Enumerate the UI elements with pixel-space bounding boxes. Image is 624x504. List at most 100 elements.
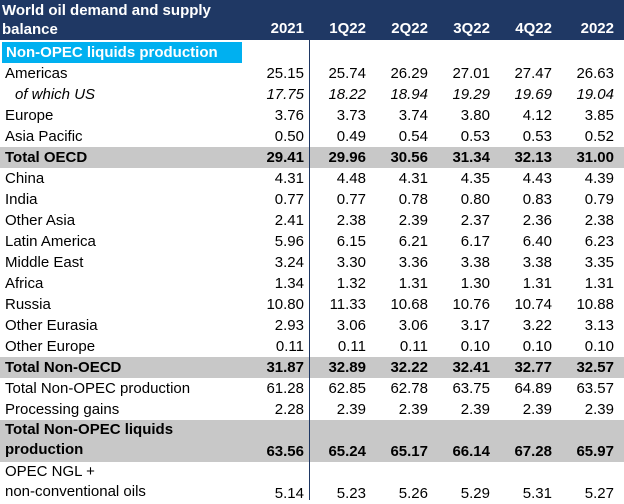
table-cell: 2.36 — [522, 212, 552, 229]
table-cell: 3.36 — [398, 254, 428, 271]
table-cell: 1.30 — [460, 275, 490, 292]
column-header: 2Q22 — [391, 20, 428, 37]
table-cell: 27.47 — [514, 65, 552, 82]
table-cell: 4.48 — [336, 170, 366, 187]
table-cell: 5.14 — [274, 485, 304, 502]
table-cell: 1.31 — [584, 275, 614, 292]
table-cell: 2.41 — [274, 212, 304, 229]
table-cell: 63.57 — [576, 380, 614, 397]
table-cell: 3.35 — [584, 254, 614, 271]
column-header: 2022 — [580, 20, 614, 37]
table-cell: 3.30 — [336, 254, 366, 271]
table-cell: 6.21 — [398, 233, 428, 250]
table-cell: 19.04 — [576, 86, 614, 103]
table-cell: 0.52 — [584, 128, 614, 145]
table-cell: 4.35 — [460, 170, 490, 187]
row-label: Russia — [5, 296, 51, 313]
row-label-line: Total Non-OPEC liquids — [5, 421, 174, 438]
table-cell: 3.38 — [522, 254, 552, 271]
table-cell: 4.12 — [522, 107, 552, 124]
table-cell: 2.39 — [522, 401, 552, 418]
column-header: 3Q22 — [453, 20, 490, 37]
table-cell: 6.40 — [522, 233, 552, 250]
table-cell: 3.38 — [460, 254, 490, 271]
row-label-line: OPEC NGL + — [5, 463, 95, 480]
table-cell: 5.29 — [460, 485, 490, 502]
table-cell: 0.11 — [275, 338, 304, 355]
table-cell: 0.10 — [522, 338, 552, 355]
table-cell: 30.56 — [390, 149, 428, 166]
table-cell: 4.31 — [274, 170, 304, 187]
table-cell: 32.22 — [390, 359, 428, 376]
table-cell: 2.38 — [584, 212, 614, 229]
table-cell: 3.80 — [460, 107, 490, 124]
section-title: Non-OPEC liquids production — [2, 42, 242, 63]
table-cell: 0.53 — [522, 128, 552, 145]
table-cell: 2.38 — [336, 212, 366, 229]
table-cell: 6.17 — [460, 233, 490, 250]
table-row: of which US 17.75 18.22 18.94 19.29 19.69 19.0… — [0, 84, 624, 105]
table-row: Total OECD 29.41 29.96 30.56 31.34 32.13 31.00 — [0, 147, 624, 168]
table-cell: 25.74 — [328, 65, 366, 82]
table-cell: 18.94 — [390, 86, 428, 103]
section-header: Non-OPEC liquids production — [0, 40, 624, 63]
table-cell: 3.22 — [522, 317, 552, 334]
table-cell: 67.28 — [514, 443, 552, 460]
table-cell: 0.54 — [398, 128, 428, 145]
row-label: Processing gains — [5, 401, 120, 418]
table-cell: 3.24 — [274, 254, 304, 271]
table-row: Americas 25.15 25.74 26.29 27.01 27.47 26.63 — [0, 63, 624, 84]
table-cell: 31.00 — [576, 149, 614, 166]
table-cell: 2.39 — [398, 212, 428, 229]
table-cell: 3.76 — [274, 107, 304, 124]
table-cell: 25.15 — [266, 65, 304, 82]
table-cell: 2.39 — [398, 401, 428, 418]
table-cell: 19.29 — [452, 86, 490, 103]
table-cell: 0.49 — [336, 128, 366, 145]
table-cell: 65.97 — [576, 443, 614, 460]
table-cell: 0.83 — [522, 191, 552, 208]
table-row: Other Europe 0.11 0.11 0.11 0.10 0.10 0.10 — [0, 336, 624, 357]
table-cell: 31.87 — [266, 359, 304, 376]
table-cell: 3.17 — [460, 317, 490, 334]
table-cell: 0.10 — [584, 338, 614, 355]
row-label: Other Europe — [5, 338, 96, 355]
table-cell: 0.77 — [336, 191, 366, 208]
row-label: Middle East — [5, 254, 84, 271]
row-label: Other Eurasia — [5, 317, 98, 334]
table-row: OPEC NGL + non-conventional oils 5.14 5.23 5… — [0, 462, 624, 504]
table-row: China 4.31 4.48 4.31 4.35 4.43 4.39 — [0, 168, 624, 189]
table-cell: 3.06 — [336, 317, 366, 334]
row-label: Total Non-OPEC production — [5, 380, 191, 397]
table-cell: 0.50 — [274, 128, 304, 145]
table-cell: 65.24 — [328, 443, 366, 460]
table-row: Latin America 5.96 6.15 6.21 6.17 6.40 6.23 — [0, 231, 624, 252]
table-row: India 0.77 0.77 0.78 0.80 0.83 0.79 — [0, 189, 624, 210]
column-divider — [309, 40, 310, 500]
table-cell: 1.34 — [274, 275, 304, 292]
table-row: Other Asia 2.41 2.38 2.39 2.37 2.36 2.38 — [0, 210, 624, 231]
table-cell: 1.32 — [336, 275, 366, 292]
table-row: Russia 10.80 11.33 10.68 10.76 10.74 10.88 — [0, 294, 624, 315]
table-cell: 10.76 — [452, 296, 490, 313]
row-label: Total Non-OECD — [5, 359, 122, 376]
row-label: Latin America — [5, 233, 96, 250]
table-cell: 27.01 — [452, 65, 490, 82]
row-label: Asia Pacific — [5, 128, 83, 145]
table-cell: 2.93 — [274, 317, 304, 334]
column-header: 4Q22 — [515, 20, 552, 37]
row-label: Africa — [5, 275, 44, 292]
table-cell: 32.41 — [452, 359, 490, 376]
table-cell: 5.96 — [274, 233, 304, 250]
table-cell: 3.74 — [398, 107, 428, 124]
table-row: Africa 1.34 1.32 1.31 1.30 1.31 1.31 — [0, 273, 624, 294]
table-cell: 0.11 — [337, 338, 366, 355]
row-label: Americas — [5, 65, 68, 82]
table-cell: 4.43 — [522, 170, 552, 187]
row-label: of which US — [15, 86, 96, 103]
table-row: Europe 3.76 3.73 3.74 3.80 4.12 3.85 — [0, 105, 624, 126]
row-label: Total OECD — [5, 149, 88, 166]
table-cell: 63.75 — [452, 380, 490, 397]
table-cell: 2.37 — [460, 212, 490, 229]
